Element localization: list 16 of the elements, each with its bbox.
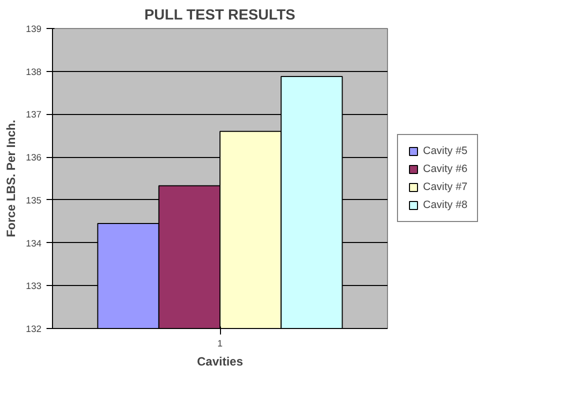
y-tick-label: 137	[26, 110, 42, 120]
y-tick-label: 133	[26, 281, 42, 292]
x-tick-label: 1	[217, 338, 223, 348]
y-tick-label: 134	[26, 238, 42, 248]
legend-label: Cavity #7	[423, 181, 468, 193]
chart-title: PULL TEST RESULTS	[144, 8, 296, 24]
legend-label: Cavity #6	[423, 163, 468, 175]
legend-label: Cavity #5	[423, 145, 468, 157]
y-tick-label: 139	[26, 24, 42, 34]
y-tick-label: 136	[26, 152, 42, 163]
legend-label: Cavity #8	[423, 199, 468, 211]
y-axis-title: Force LBS. Per Inch.	[4, 120, 18, 238]
y-tick-label: 135	[26, 195, 42, 206]
x-axis-title: Cavities	[196, 354, 244, 368]
y-tick-label: 132	[26, 324, 42, 334]
y-tick-label: 138	[26, 66, 42, 77]
